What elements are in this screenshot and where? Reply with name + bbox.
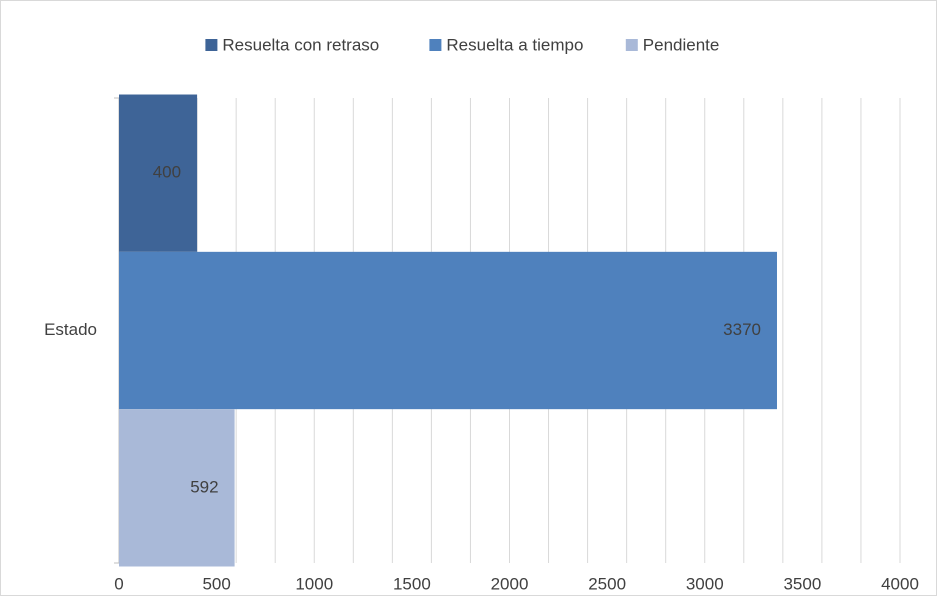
legend-label: Resuelta a tiempo [446,35,583,54]
x-tick-label: 1500 [393,574,431,593]
data-label: 400 [153,163,181,182]
bar [119,409,235,567]
x-tick-label: 0 [114,574,123,593]
y-tick-label: Estado [44,320,97,339]
bar [119,251,777,410]
x-tick-label: 1000 [295,574,333,593]
data-label: 3370 [723,320,761,339]
legend-label: Resuelta con retraso [222,35,379,54]
legend-swatch [205,39,218,51]
x-tick-label: 4000 [881,574,919,593]
legend-label: Pendiente [643,35,720,54]
x-tick-label: 3000 [686,574,724,593]
legend-swatch [429,39,442,51]
legend-swatch [625,39,638,51]
x-tick-label: 3500 [783,574,821,593]
data-label: 592 [190,477,218,496]
x-tick-label: 2000 [491,574,529,593]
x-tick-label: 2500 [588,574,626,593]
bar [119,94,198,252]
x-tick-label: 500 [202,574,230,593]
